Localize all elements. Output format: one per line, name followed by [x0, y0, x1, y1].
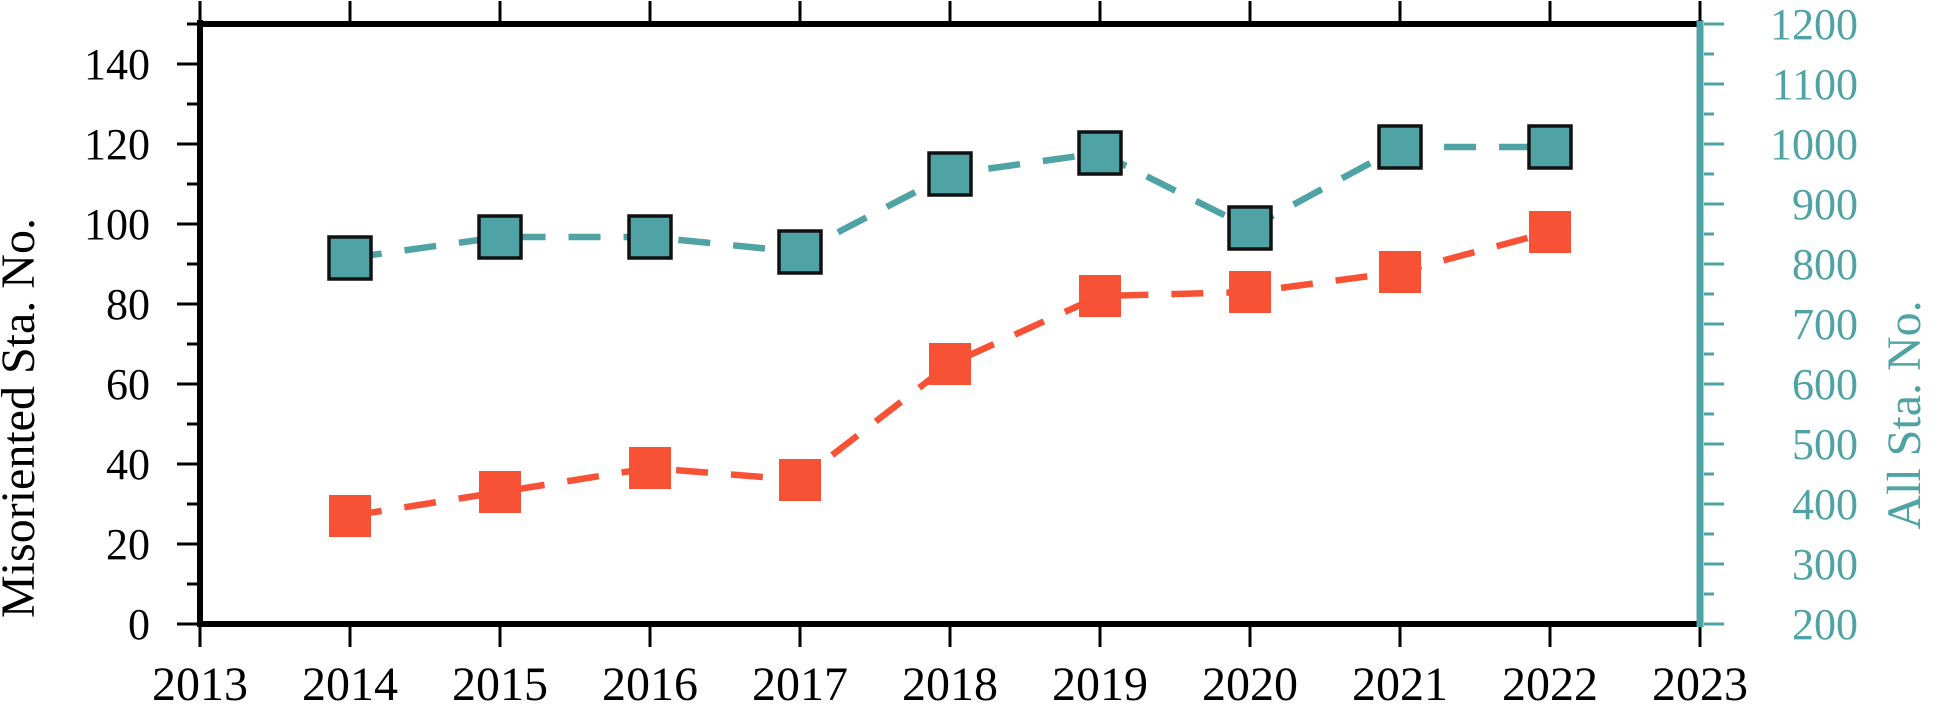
series-misoriented-marker — [629, 447, 671, 489]
series-misoriented-marker — [1529, 211, 1571, 253]
x-axis-tick-label: 2023 — [1652, 658, 1748, 711]
left-axis-tick-label: 60 — [106, 360, 150, 409]
left-axis-tick-label: 100 — [84, 200, 150, 249]
left-axis-tick-label: 80 — [106, 280, 150, 329]
series-all-stations-marker — [1377, 124, 1423, 170]
right-axis-tick-label: 600 — [1792, 360, 1858, 409]
right-axis-tick-label: 1200 — [1770, 0, 1858, 49]
series-all-stations-marker — [1227, 205, 1273, 251]
x-axis-tick-label: 2014 — [302, 658, 398, 711]
x-axis-tick-label: 2019 — [1052, 658, 1148, 711]
right-axis-tick-label: 400 — [1792, 480, 1858, 529]
x-axis-tick-label: 2021 — [1352, 658, 1448, 711]
series-all-stations-marker — [477, 214, 523, 260]
series-all-stations-marker — [1077, 130, 1123, 176]
right-axis-tick-label: 500 — [1792, 420, 1858, 469]
series-misoriented-line — [349, 228, 1551, 520]
series-misoriented-marker — [1379, 251, 1421, 293]
series-misoriented-marker — [929, 343, 971, 385]
left-axis-tick-label: 140 — [84, 40, 150, 89]
series-misoriented-marker — [1229, 271, 1271, 313]
x-axis-tick-label: 2017 — [752, 658, 848, 711]
x-axis-tick-label: 2022 — [1502, 658, 1598, 711]
left-axis-title: Misoriented Sta. No. — [0, 218, 45, 618]
series-misoriented-marker — [1079, 275, 1121, 317]
series-misoriented-marker — [779, 459, 821, 501]
x-axis-tick-label: 2013 — [152, 658, 248, 711]
left-axis-tick-label: 40 — [106, 440, 150, 489]
series-all-stations-marker — [627, 214, 673, 260]
x-axis-tick-label: 2018 — [902, 658, 998, 711]
right-axis-tick-label: 1100 — [1772, 60, 1858, 109]
series-misoriented-marker — [479, 471, 521, 513]
left-axis-tick-label: 120 — [84, 120, 150, 169]
series-all-stations-marker — [927, 151, 973, 197]
right-axis-tick-label: 1000 — [1770, 120, 1858, 169]
x-axis-tick-label: 2020 — [1202, 658, 1298, 711]
right-axis-tick-label: 300 — [1792, 540, 1858, 589]
right-axis-title: All Sta. No. — [1878, 300, 1931, 529]
x-axis-tick-label: 2016 — [602, 658, 698, 711]
series-all-stations-marker — [327, 235, 373, 281]
right-axis-tick-label: 900 — [1792, 180, 1858, 229]
right-axis-tick-label: 700 — [1792, 300, 1858, 349]
x-axis-tick-label: 2015 — [452, 658, 548, 711]
right-axis-tick-label: 800 — [1792, 240, 1858, 289]
left-axis-tick-label: 20 — [106, 520, 150, 569]
series-misoriented-marker — [329, 495, 371, 537]
series-all-stations-marker — [777, 229, 823, 275]
series-all-stations-marker — [1527, 124, 1573, 170]
left-axis-tick-label: 0 — [128, 600, 150, 649]
right-axis-tick-label: 200 — [1792, 600, 1858, 649]
